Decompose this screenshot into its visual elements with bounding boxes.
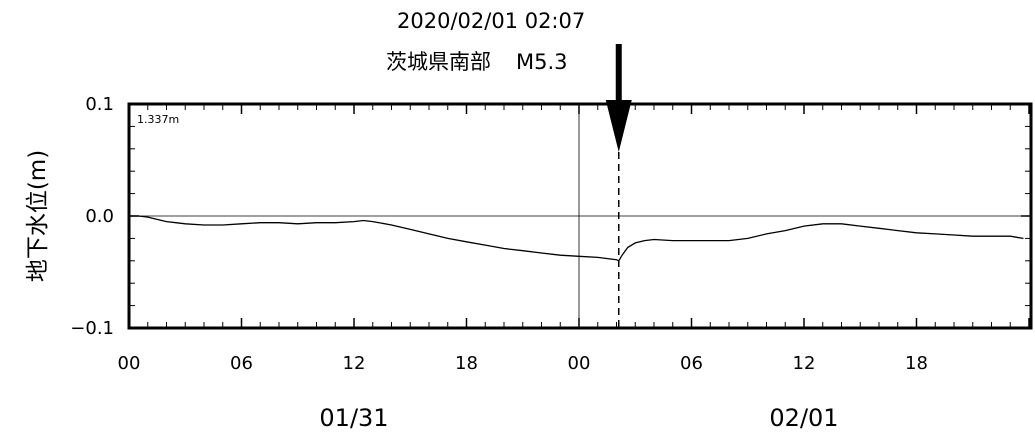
x-tick-label: 12 xyxy=(343,353,366,374)
x-tick-label: 06 xyxy=(680,353,703,374)
event-arrow-head xyxy=(605,100,632,152)
x-tick-label: 00 xyxy=(118,353,141,374)
event-arrow-shaft xyxy=(615,44,622,102)
x-tick-label: 06 xyxy=(230,353,253,374)
y-tick-label: 0.1 xyxy=(85,94,114,115)
date-label: 01/31 xyxy=(319,404,388,432)
plot-frame xyxy=(127,102,1033,330)
event-magnitude-label: M5.3 xyxy=(516,50,568,74)
grid-lines xyxy=(129,104,1031,328)
date-label: 02/01 xyxy=(769,404,838,432)
event-marker xyxy=(605,44,632,328)
event-description-label: 茨城県南部 xyxy=(386,50,491,74)
y-tick-label: −0.1 xyxy=(70,318,114,339)
event-datetime-label: 2020/02/01 02:07 xyxy=(397,9,585,33)
x-tick-label: 18 xyxy=(455,353,478,374)
y-tick-label: 0.0 xyxy=(85,206,114,227)
series-line xyxy=(129,215,1024,262)
x-tick-label: 12 xyxy=(793,353,816,374)
x-tick-label: 18 xyxy=(905,353,928,374)
y-axis-label: 地下水位(m) xyxy=(25,150,51,282)
reference-level-label: 1.337m xyxy=(137,113,179,126)
x-tick-label: 00 xyxy=(568,353,591,374)
series-group xyxy=(129,215,1024,262)
tick-labels: 00 06 12 18 00 06 12 18 01/31 02/01 0.1 0.0 −0.1 xyxy=(70,94,928,432)
